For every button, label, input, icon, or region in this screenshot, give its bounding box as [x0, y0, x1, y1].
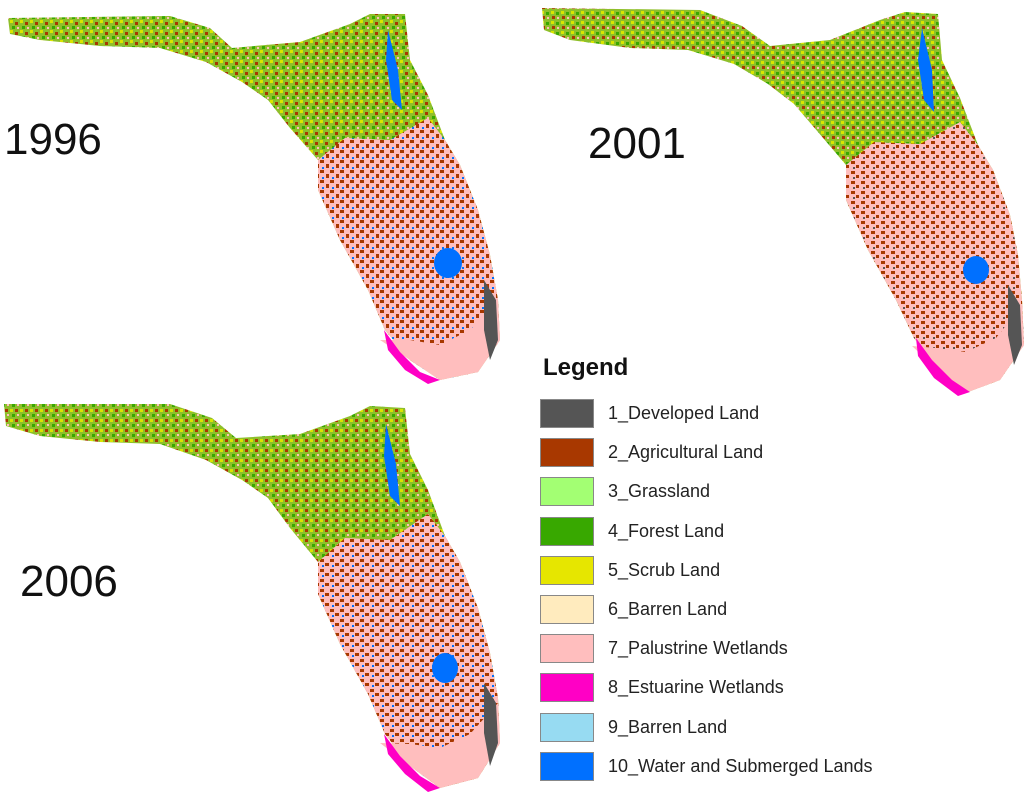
legend-label: 5_Scrub Land — [608, 559, 721, 580]
legend-swatch — [540, 712, 594, 742]
legend-swatch — [540, 673, 594, 703]
legend-swatch — [540, 438, 594, 468]
florida-map-2001 — [542, 8, 1024, 396]
legend-item: 9_Barren Land — [540, 708, 960, 747]
legend-title: Legend — [543, 354, 629, 381]
florida-map-2006 — [4, 404, 500, 792]
legend-items: 1_Developed Land 2_Agricultural Land 3_G… — [540, 394, 960, 786]
legend-item: 3_Grassland — [540, 472, 960, 511]
map-year-2001: 2001 — [588, 119, 686, 168]
legend-swatch — [540, 595, 594, 625]
legend-item: 1_Developed Land — [540, 394, 960, 433]
legend-item: 6_Barren Land — [540, 590, 960, 629]
legend-swatch — [540, 634, 594, 664]
legend-swatch — [540, 399, 594, 429]
legend-item: 2_Agricultural Land — [540, 433, 960, 472]
legend-swatch — [540, 751, 594, 781]
legend-label: 6_Barren Land — [608, 599, 728, 620]
florida-map-1996 — [8, 14, 500, 384]
map-2001 — [530, 0, 1024, 400]
legend-label: 4_Forest Land — [608, 520, 725, 541]
map-year-1996: 1996 — [4, 115, 102, 164]
legend-item: 8_Estuarine Wetlands — [540, 668, 960, 707]
map-year-2006: 2006 — [20, 557, 118, 606]
legend-item: 7_Palustrine Wetlands — [540, 629, 960, 668]
legend-label: 7_Palustrine Wetlands — [608, 638, 788, 659]
map-2006 — [0, 398, 520, 795]
legend-label: 10_Water and Submerged Lands — [608, 755, 873, 776]
legend-label: 2_Agricultural Land — [608, 442, 764, 463]
legend-label: 3_Grassland — [608, 481, 711, 502]
legend-swatch — [540, 555, 594, 585]
legend-swatch — [540, 477, 594, 507]
legend-item: 10_Water and Submerged Lands — [540, 747, 960, 786]
legend-item: 5_Scrub Land — [540, 551, 960, 590]
legend-label: 8_Estuarine Wetlands — [608, 677, 784, 698]
legend-label: 1_Developed Land — [608, 403, 760, 424]
legend-item: 4_Forest Land — [540, 512, 960, 551]
map-legend: Legend 1_Developed Land 2_Agricultural L… — [540, 352, 960, 786]
legend-label: 9_Barren Land — [608, 716, 728, 737]
map-1996 — [0, 0, 520, 395]
legend-swatch — [540, 516, 594, 546]
